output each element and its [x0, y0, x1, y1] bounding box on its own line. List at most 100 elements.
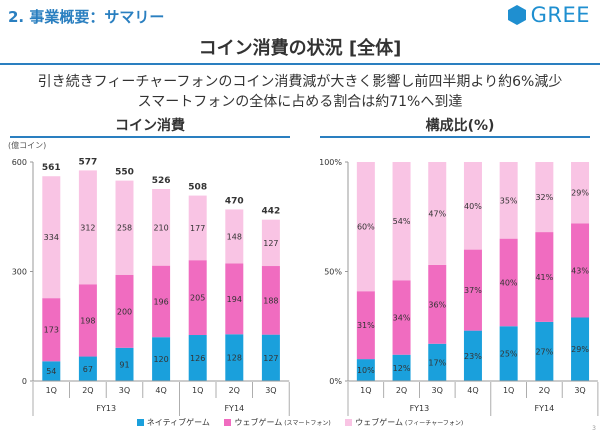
chart0-bar-segment	[261, 334, 280, 381]
chart1-y-tick-label: 50%	[324, 268, 342, 277]
chart1-bar-segment	[535, 162, 554, 233]
title-divider	[0, 63, 600, 65]
chart1-data-label: 27%	[535, 347, 553, 356]
chart0-total-label: 508	[188, 183, 207, 193]
chart1-x-tick-label: 1Q	[360, 386, 371, 395]
chart1-data-label: 34%	[393, 313, 411, 322]
chart1-bar-segment	[463, 162, 482, 250]
chart-legend: ネイティブゲーム ウェブゲーム (スマートフォン) ウェブゲーム (フィーチャー…	[0, 417, 600, 428]
chart0-bar-segment	[42, 176, 61, 299]
chart0-bar-segment	[188, 260, 207, 336]
legend-label-native: ネイティブゲーム	[146, 418, 210, 427]
chart0-data-label: 127	[263, 239, 278, 248]
chart0-x-tick-label: 3Q	[265, 386, 276, 395]
chart1-group-label: FY14	[535, 404, 555, 413]
chart1-data-label: 36%	[428, 300, 446, 309]
chart1-data-label: 54%	[393, 217, 411, 226]
chart0-bar-segment	[225, 334, 244, 381]
chart0-bar-segment	[261, 266, 280, 335]
chart0-data-label: 67	[83, 365, 93, 374]
chart0-x-tick-label: 3Q	[119, 386, 130, 395]
chart0-total-label: 577	[79, 157, 98, 167]
chart0-total-label: 442	[262, 207, 281, 217]
chart0-bar-segment	[115, 347, 134, 381]
chart1-x-tick-label: 4Q	[467, 386, 478, 395]
legend-sub-web-featurephone: (フィーチャーフォン)	[405, 420, 464, 427]
chart0-group-label: FY14	[224, 404, 244, 413]
chart1-bar-segment	[463, 330, 482, 381]
section-title: 2. 事業概要：サマリー	[8, 8, 165, 26]
chart0-bar-segment	[115, 274, 134, 348]
chart0-data-label: 148	[227, 232, 242, 241]
legend-label-web-featurephone: ウェブゲーム	[355, 418, 404, 427]
chart1-data-label: 37%	[464, 286, 482, 295]
chart1-bar-segment	[428, 264, 447, 344]
left-panel-divider	[10, 136, 290, 138]
chart1-x-tick-label: 2Q	[539, 386, 550, 395]
chart1-bar-segment	[463, 249, 482, 331]
chart0-bar-segment	[152, 189, 171, 266]
chart0-bar-segment	[78, 284, 97, 357]
chart0-data-label: 198	[80, 316, 95, 325]
chart0-total-label: 550	[115, 167, 134, 177]
chart0-x-tick-label: 1Q	[46, 386, 57, 395]
chart1-x-tick-label: 1Q	[503, 386, 514, 395]
chart0-bar-segment	[42, 298, 61, 362]
chart0-data-label: 200	[117, 307, 132, 316]
chart0-x-tick-label: 2Q	[82, 386, 93, 395]
chart1-x-tick-label: 2Q	[396, 386, 407, 395]
coin-consumption-panel-title: コイン消費	[115, 118, 185, 134]
chart1-bar-segment	[535, 232, 554, 322]
chart0-data-label: 128	[227, 354, 242, 363]
chart1-data-label: 60%	[357, 223, 375, 232]
chart0-data-label: 177	[190, 224, 205, 233]
summary-line-1: 引き続きフィーチャーフォンのコイン消費減が大きく影響し前四半期より約6%減少	[37, 74, 563, 90]
chart0-data-label: 91	[119, 360, 129, 369]
legend-item-web-smartphone: ウェブゲーム (スマートフォン)	[224, 417, 331, 428]
chart0-total-label: 561	[42, 163, 61, 173]
chart1-x-tick-label: 3Q	[574, 386, 585, 395]
chart1-data-label: 31%	[357, 321, 375, 330]
chart0-bar-segment	[152, 265, 171, 338]
chart1-bar-segment	[392, 162, 411, 281]
chart0-bar-segment	[188, 335, 207, 381]
chart1-bar-segment	[392, 354, 411, 381]
chart1-group-label: FY13	[410, 404, 430, 413]
chart0-bar-segment	[188, 195, 207, 261]
chart1-data-label: 41%	[535, 273, 553, 282]
chart0-data-label: 188	[263, 296, 278, 305]
hexagon-logo-icon	[507, 5, 526, 25]
chart1-bar-segment	[571, 162, 590, 224]
chart0-data-label: 210	[153, 223, 168, 232]
chart0-data-label: 334	[44, 233, 59, 242]
chart0-data-label: 312	[80, 223, 95, 232]
chart1-data-label: 47%	[428, 209, 446, 218]
legend-swatch-native	[136, 419, 144, 426]
chart1-data-label: 32%	[535, 193, 553, 202]
chart0-data-label: 258	[117, 224, 132, 233]
chart0-x-tick-label: 1Q	[192, 386, 203, 395]
legend-swatch-web-featurephone	[345, 419, 353, 426]
chart1-data-label: 35%	[500, 196, 518, 205]
chart1-bar-segment	[499, 238, 518, 327]
chart0-data-label: 194	[227, 295, 242, 304]
chart0-bar-segment	[78, 170, 97, 285]
chart1-bar-segment	[571, 317, 590, 381]
chart0-x-tick-label: 2Q	[229, 386, 240, 395]
right-panel-divider	[320, 136, 590, 138]
page-title: コイン消費の状況 [全体]	[198, 38, 402, 59]
chart1-data-label: 10%	[357, 366, 375, 375]
chart1-data-label: 17%	[428, 358, 446, 367]
chart1-data-label: 29%	[571, 345, 589, 354]
chart0-data-label: 127	[263, 354, 278, 363]
chart0-y-tick-label: 300	[12, 268, 27, 277]
chart1-data-label: 40%	[500, 278, 518, 287]
chart1-x-tick-label: 3Q	[432, 386, 443, 395]
chart0-y-tick-label: 600	[12, 158, 27, 167]
chart0-bar-segment	[42, 361, 61, 381]
logo-text: GREE	[530, 3, 590, 27]
page-number: 3	[592, 425, 596, 432]
legend-item-web-featurephone: ウェブゲーム (フィーチャーフォン)	[345, 417, 463, 428]
chart1-data-label: 12%	[393, 364, 411, 373]
